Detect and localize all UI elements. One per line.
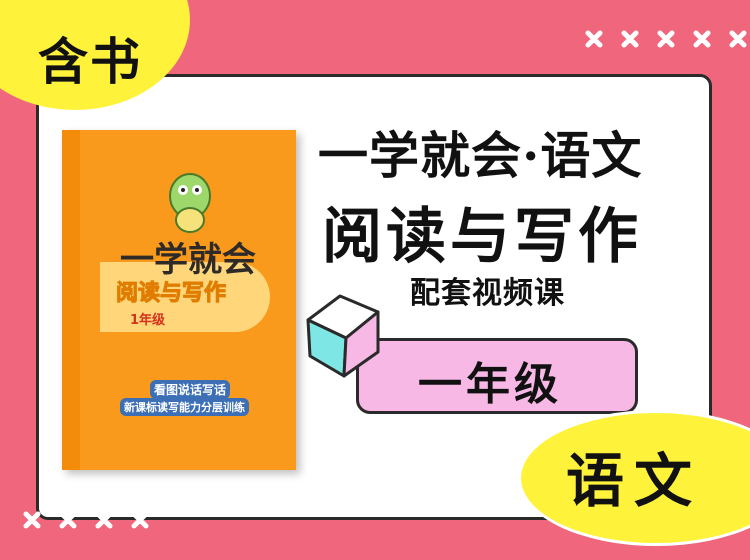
badge-text: 含书 (38, 33, 142, 91)
grade-label: 一年级 (418, 359, 562, 410)
subject-label: 语文 (566, 447, 703, 515)
subject-ellipse (518, 410, 750, 546)
cube-icon (306, 294, 380, 378)
headline: 一学就会·语文 (318, 126, 643, 185)
book-tagline: 新课标读写能力分层训练 (120, 398, 249, 416)
subtitle: 配套视频课 (410, 276, 565, 311)
book-tagline: 看图说话写话 (150, 380, 231, 399)
book-band (100, 262, 270, 332)
book-title: 一学就会 (120, 240, 256, 280)
grade-box (356, 338, 638, 414)
x-marks-top (585, 30, 747, 48)
headline: 阅读与写作 (322, 202, 642, 272)
book-grade: 1年级 (130, 313, 166, 328)
book-spine (62, 130, 80, 470)
book-mascot (169, 173, 211, 233)
x-marks-bottom (23, 511, 149, 529)
book-subtitle: 阅读与写作 (115, 281, 227, 307)
